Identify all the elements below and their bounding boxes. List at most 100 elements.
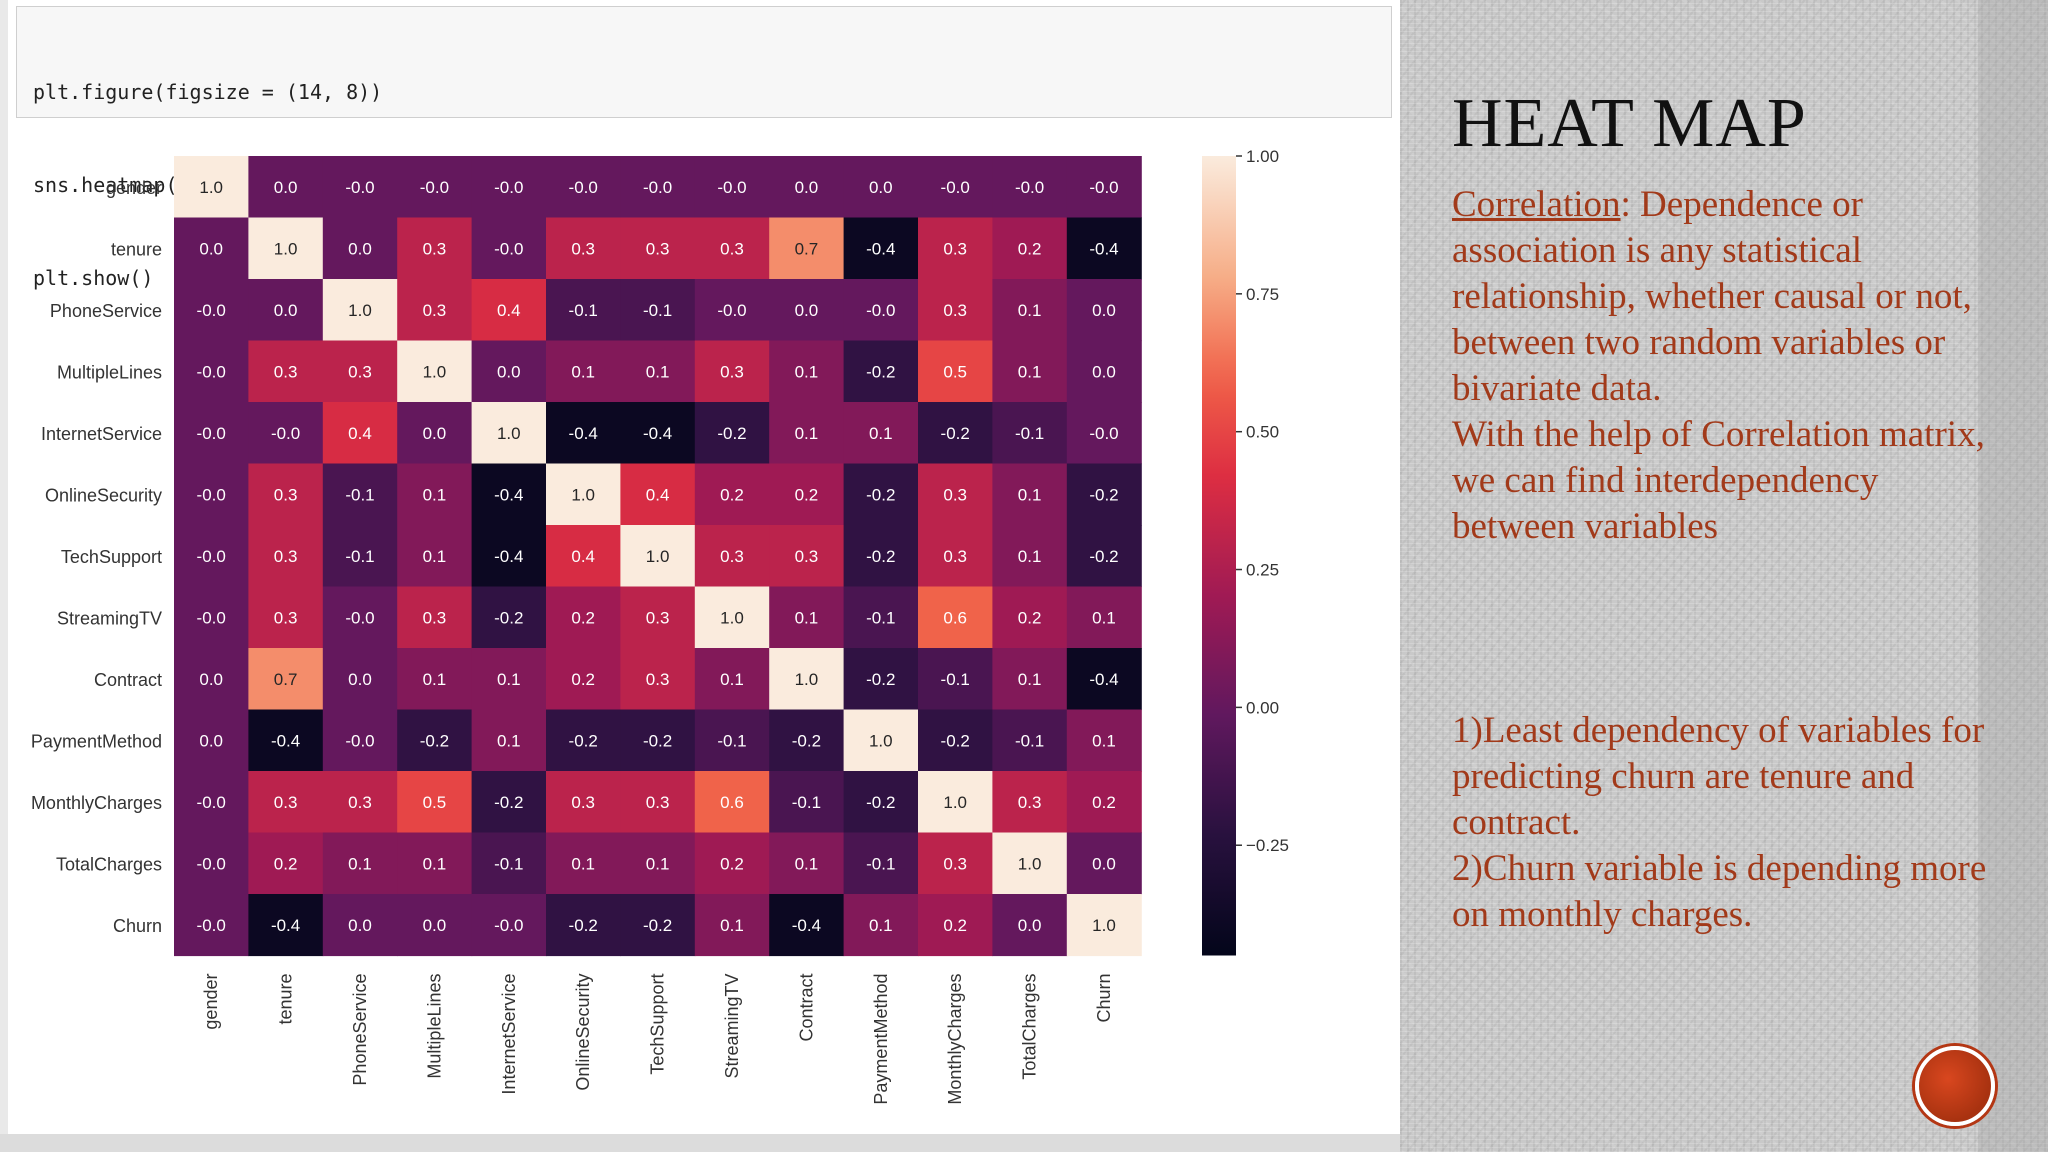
- cell-annotation: -0.4: [866, 239, 895, 258]
- cell-annotation: 0.0: [199, 239, 223, 258]
- heatmap-cell: [620, 771, 696, 834]
- next-slide-button[interactable]: [1915, 1046, 1995, 1126]
- heatmap-cell: [620, 156, 696, 219]
- cell-annotation: -0.0: [494, 239, 523, 258]
- cell-annotation: 0.1: [869, 916, 893, 935]
- cell-annotation: -0.1: [345, 547, 374, 566]
- heatmap-cell: [620, 894, 696, 957]
- cell-annotation: -0.4: [643, 424, 672, 443]
- cell-annotation: 0.4: [348, 424, 372, 443]
- heatmap-cell: [174, 217, 249, 280]
- heatmap-cell: [248, 156, 324, 219]
- heatmap-cell: [843, 156, 919, 219]
- heatmap-cell: [843, 648, 919, 711]
- cell-annotation: 0.1: [571, 854, 595, 873]
- heatmap-cell: [248, 217, 324, 280]
- heatmap-cell: [1066, 894, 1142, 957]
- heatmap-cell: [322, 832, 398, 895]
- cell-annotation: 0.0: [348, 670, 372, 689]
- cell-annotation: 0.2: [720, 485, 744, 504]
- cell-annotation: 0.0: [348, 239, 372, 258]
- heatmap-cell: [769, 217, 845, 280]
- cell-annotation: -0.1: [941, 670, 970, 689]
- y-tick-label: StreamingTV: [57, 608, 162, 628]
- heatmap-cell: [248, 894, 324, 957]
- heatmap-cell: [918, 156, 993, 219]
- cell-annotation: 0.3: [423, 301, 447, 320]
- cell-annotation: 1.0: [795, 670, 819, 689]
- code-line-1: plt.figure(figsize = (14, 8)): [33, 80, 383, 104]
- y-tick-label: gender: [106, 178, 162, 198]
- heatmap-cell: [1066, 156, 1142, 219]
- heatmap-cell: [1066, 525, 1142, 588]
- heatmap-cell: [1066, 217, 1142, 280]
- cell-annotation: -0.0: [941, 178, 970, 197]
- cell-annotation: 0.3: [646, 239, 670, 258]
- y-tick-labels: gender tenure PhoneService MultipleLines Int…: [31, 178, 162, 936]
- cell-annotation: -0.2: [569, 916, 598, 935]
- code-line-3: plt.show(): [33, 266, 154, 290]
- colorbar-gradient: [1202, 156, 1236, 956]
- cell-annotation: 0.3: [571, 793, 595, 812]
- heatmap-cell: [174, 463, 249, 526]
- heatmap-cell: [843, 525, 919, 588]
- heatmap-cell: [397, 525, 473, 588]
- slide-title: HEAT MAP: [1452, 85, 1807, 162]
- cell-annotation: -0.0: [197, 608, 226, 627]
- cell-annotation: -0.0: [271, 424, 300, 443]
- heatmap-cell: [322, 586, 398, 649]
- heatmap-cell: [992, 771, 1068, 834]
- heatmap-cell: [992, 832, 1068, 895]
- cell-annotation: 0.1: [646, 362, 670, 381]
- heatmap-cell: [992, 894, 1068, 957]
- cell-annotation: -0.4: [271, 731, 300, 750]
- heatmap-cell: [843, 402, 919, 465]
- heatmap-cell: [471, 340, 547, 403]
- cell-annotation: 0.3: [720, 547, 744, 566]
- heatmap-cell: [1066, 709, 1142, 772]
- heatmap-cell: [248, 771, 324, 834]
- x-tick-labels: gender tenure PhoneService MultipleLines Int…: [201, 973, 1114, 1104]
- heatmap-cell: [471, 402, 547, 465]
- cell-annotation: 0.1: [423, 485, 447, 504]
- y-tick-label: tenure: [111, 239, 162, 259]
- heatmap-cell: [843, 832, 919, 895]
- heatmap-cell: [843, 279, 919, 342]
- heatmap-cell: [769, 771, 845, 834]
- cell-annotation: 1.0: [423, 362, 447, 381]
- heatmap-cell: [694, 156, 770, 219]
- heatmap-cell: [769, 832, 845, 895]
- heatmap-cell: [769, 279, 845, 342]
- heatmap-cell: [397, 771, 473, 834]
- cell-annotation: -0.0: [197, 793, 226, 812]
- heatmap-cell: [843, 217, 919, 280]
- heatmap-cell: [620, 217, 696, 280]
- cell-annotation: 0.3: [646, 608, 670, 627]
- heatmap-cell: [1066, 279, 1142, 342]
- cell-annotation: 0.7: [795, 239, 819, 258]
- correlation-term: Correlation: [1452, 184, 1621, 225]
- colorbar-tick-label: 0.50: [1246, 423, 1279, 442]
- heatmap-cell: [694, 648, 770, 711]
- heatmap-cell: [620, 525, 696, 588]
- cell-annotation: -0.0: [345, 731, 374, 750]
- heatmap-cell: [174, 525, 249, 588]
- heatmap-cell: [620, 709, 696, 772]
- heatmap-cell: [918, 340, 993, 403]
- bottom-strip: [0, 1134, 1400, 1152]
- cell-annotation: 0.3: [348, 362, 372, 381]
- cell-annotation: -0.2: [866, 547, 895, 566]
- cell-annotation: 0.1: [795, 854, 819, 873]
- cell-annotation: 0.1: [795, 424, 819, 443]
- cell-annotation: -0.0: [1089, 178, 1118, 197]
- cell-annotation: 0.2: [795, 485, 819, 504]
- heatmap-cell: [546, 894, 621, 957]
- cell-annotation: -0.0: [197, 854, 226, 873]
- code-cell[interactable]: plt.figure(figsize = (14, 8)) sns.heatma…: [16, 6, 1392, 290]
- heatmap-cell: [248, 586, 324, 649]
- y-tick-label: InternetService: [41, 424, 162, 444]
- heatmap-cell: [769, 894, 845, 957]
- cell-annotation: -0.2: [569, 731, 598, 750]
- cell-annotation: -0.0: [1015, 178, 1044, 197]
- heatmap-cell: [471, 525, 547, 588]
